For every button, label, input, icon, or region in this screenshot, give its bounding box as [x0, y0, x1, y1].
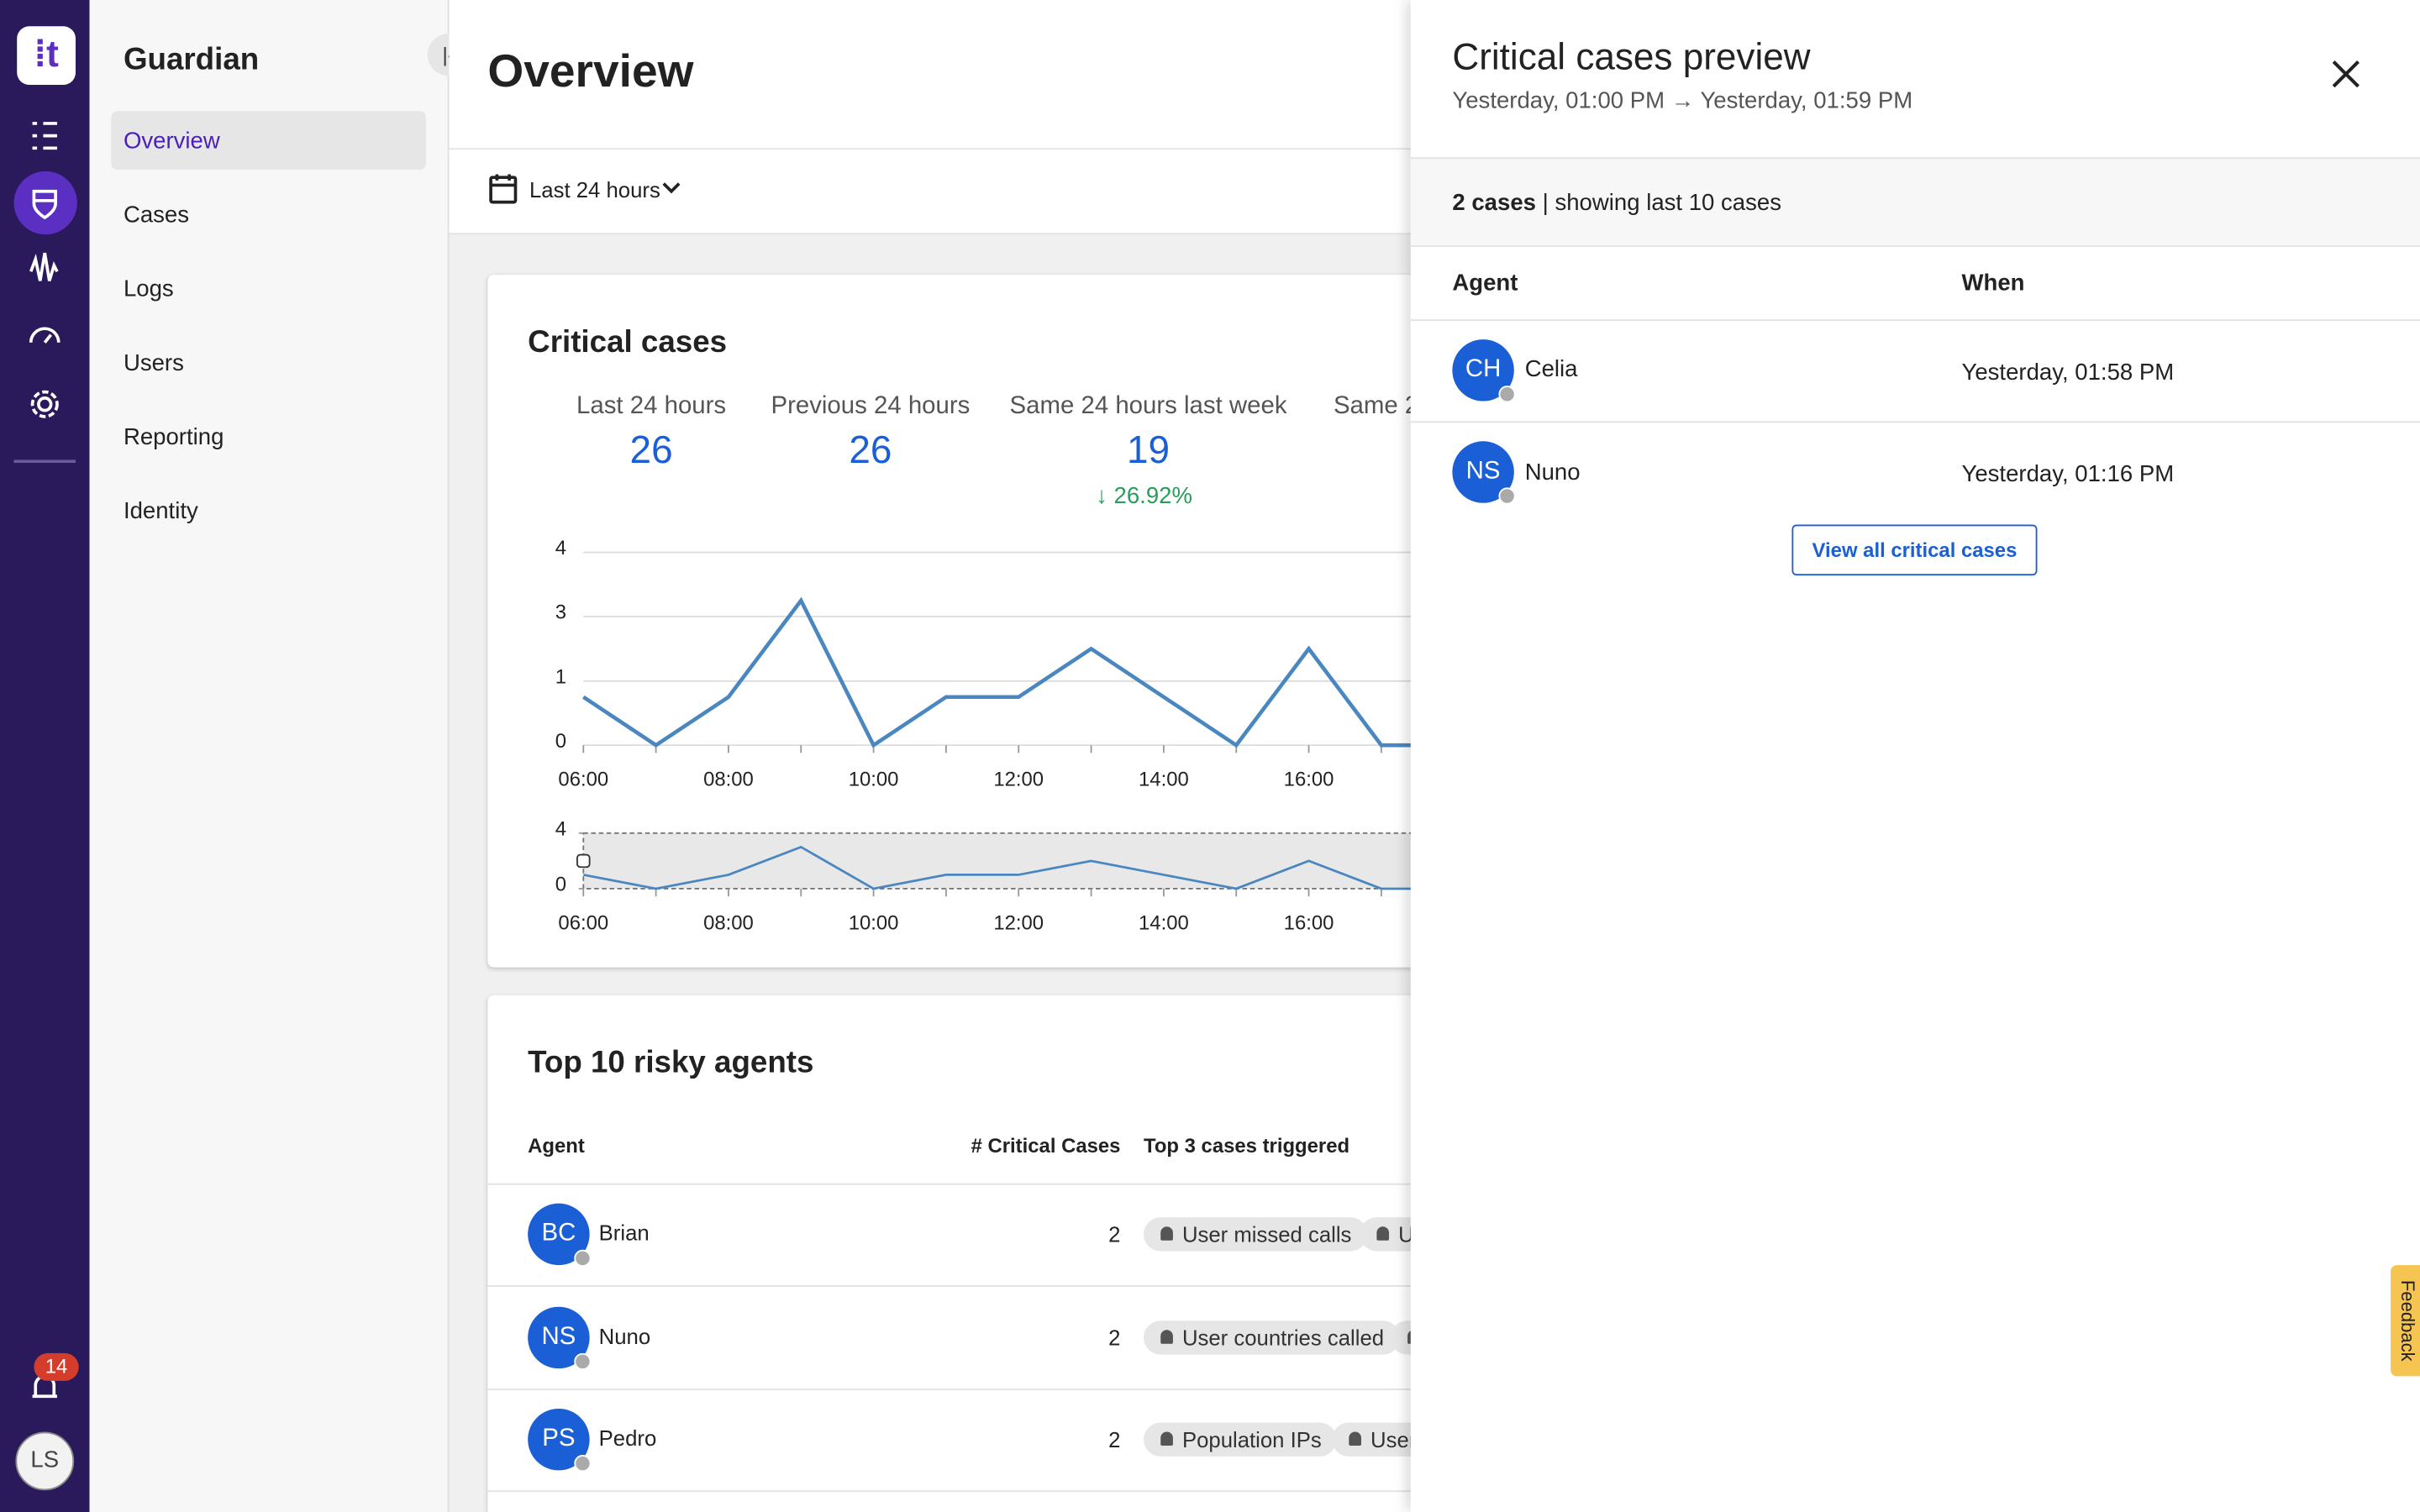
- stat-value: 26: [629, 428, 673, 473]
- stat-label: Last 24 hours: [576, 393, 727, 420]
- agent-name[interactable]: Nuno: [1524, 459, 1581, 486]
- y-tick-label: 4: [555, 537, 566, 559]
- panel-range: Yesterday, 01:00 PM → Yesterday, 01:59 P…: [1452, 87, 1913, 114]
- view-all-button[interactable]: View all critical cases: [1791, 524, 2038, 576]
- panel-title: Critical cases preview: [1452, 37, 1811, 79]
- logo[interactable]: ⁞t: [17, 26, 76, 86]
- case-time: Yesterday, 01:58 PM: [1961, 359, 2175, 386]
- calendar-icon[interactable]: [487, 173, 688, 207]
- avatar: BC: [528, 1203, 592, 1267]
- case-chip: Population IPs: [1144, 1422, 1338, 1457]
- navigator-line: [583, 845, 1455, 890]
- x-tick-label: 12:00: [993, 912, 1044, 935]
- stat-change-value: 26.92%: [1113, 482, 1192, 510]
- column-header: # Critical Cases: [971, 1134, 1121, 1158]
- case-count: 2 cases: [1452, 189, 1536, 217]
- user-avatar[interactable]: LS: [15, 1431, 75, 1491]
- preview-panel: [1410, 0, 2420, 1512]
- x-tick-label: 16:00: [1284, 912, 1334, 935]
- x-tick-label: 06:00: [558, 769, 608, 791]
- nav-item[interactable]: Logs: [123, 276, 174, 303]
- panel-summary-bar: [1410, 157, 2420, 247]
- case-chip: User missed calls: [1144, 1217, 1367, 1252]
- nav-item[interactable]: Overview: [123, 128, 220, 155]
- card-title: Top 10 risky agents: [528, 1046, 814, 1080]
- close-button[interactable]: [2330, 59, 2361, 90]
- icon-rail: [0, 0, 90, 1512]
- time-filter[interactable]: Last 24 hours: [529, 177, 660, 202]
- nav-active: [111, 111, 426, 171]
- y-tick-label: 3: [555, 601, 566, 624]
- initials: CH: [1465, 356, 1502, 383]
- x-tick-label: 08:00: [703, 912, 754, 935]
- initials: NS: [541, 1323, 576, 1351]
- initials: PS: [542, 1425, 576, 1452]
- stat-value: 19: [1126, 428, 1171, 473]
- nav-item[interactable]: Identity: [123, 498, 198, 525]
- row-divider: [1410, 319, 2420, 322]
- y-tick-label: 0: [555, 730, 566, 753]
- nav-item[interactable]: Cases: [123, 202, 190, 228]
- x-tick-label: 16:00: [1284, 769, 1334, 791]
- card-title: Critical cases: [528, 325, 728, 360]
- agent-name[interactable]: Brian: [598, 1220, 650, 1246]
- x-tick-label: 12:00: [993, 769, 1044, 791]
- y-tick-label: 4: [555, 817, 566, 840]
- row-divider: [1410, 421, 2420, 423]
- sidebar: [89, 0, 450, 1512]
- avatar: NS: [1452, 441, 1516, 505]
- data-line: [582, 596, 1455, 748]
- case-chip: User countries called: [1144, 1320, 1400, 1355]
- rail-active[interactable]: [13, 171, 77, 235]
- nav-item[interactable]: Users: [123, 349, 184, 377]
- avatar: NS: [528, 1306, 592, 1371]
- y-tick-label: 1: [555, 665, 566, 688]
- case-time: Yesterday, 01:16 PM: [1961, 461, 2175, 488]
- initials: BC: [541, 1220, 576, 1247]
- nav-item[interactable]: Reporting: [123, 424, 224, 451]
- stat-label: Same 24 hours last week: [1009, 393, 1287, 420]
- x-tick-label: 14:00: [1139, 912, 1189, 935]
- x-tick-label: 08:00: [703, 769, 754, 791]
- column-header: Top 3 cases triggered: [1144, 1134, 1350, 1158]
- column-header: Agent: [1452, 270, 1518, 297]
- stat-label: Previous 24 hours: [771, 393, 971, 420]
- stat-change: ↓ 26.92%: [1096, 482, 1192, 510]
- page-title: Overview: [487, 46, 694, 97]
- feedback-label[interactable]: Feedback: [2396, 1279, 2419, 1362]
- stat-label: Same 2: [1333, 393, 1419, 420]
- panel-summary: 2 cases | showing last 10 cases: [1452, 190, 1781, 216]
- app-name: Guardian: [123, 43, 260, 77]
- critical-count: 2: [1108, 1221, 1121, 1247]
- stat-value: 26: [849, 428, 892, 473]
- column-header: When: [1961, 270, 2025, 297]
- column-header: Agent: [528, 1134, 585, 1158]
- critical-count: 2: [1108, 1426, 1121, 1452]
- initials: NS: [1465, 458, 1501, 485]
- critical-count: 2: [1108, 1325, 1121, 1351]
- avatar: CH: [1452, 339, 1516, 403]
- x-tick-label: 06:00: [558, 912, 608, 935]
- notification-badge: 14: [34, 1352, 79, 1381]
- summary-text: | showing last 10 cases: [1542, 189, 1781, 217]
- feedback-tab[interactable]: [2391, 1265, 2420, 1377]
- avatar: PS: [528, 1408, 592, 1473]
- agent-name[interactable]: Pedro: [598, 1425, 657, 1451]
- x-tick-label: 14:00: [1139, 769, 1189, 791]
- brush-handle: [576, 853, 591, 869]
- x-tick-label: 10:00: [849, 769, 899, 791]
- x-tick-label: 10:00: [849, 912, 899, 935]
- agent-name[interactable]: Nuno: [598, 1323, 651, 1349]
- y-tick-label: 0: [555, 874, 566, 896]
- agent-name[interactable]: Celia: [1524, 356, 1578, 383]
